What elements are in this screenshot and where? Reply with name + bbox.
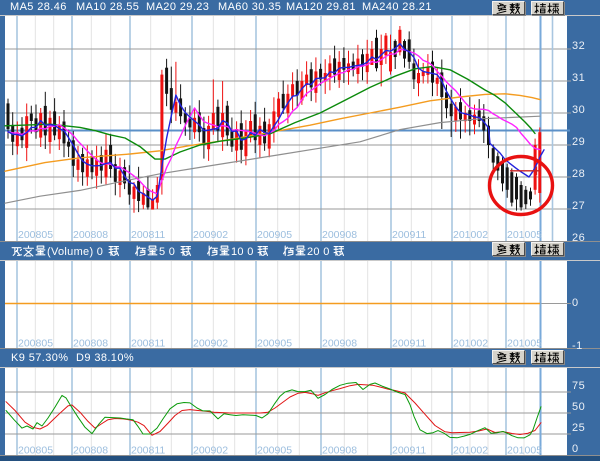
svg-text:200808: 200808 xyxy=(73,445,108,457)
svg-text:20 0: 20 0 xyxy=(307,246,330,258)
svg-text:10 0: 10 0 xyxy=(231,246,254,258)
svg-text:(Volume) 0: (Volume) 0 xyxy=(47,246,103,258)
svg-text:200911: 200911 xyxy=(392,445,426,457)
svg-text:200902: 200902 xyxy=(193,445,228,457)
svg-text:200905: 200905 xyxy=(257,445,292,457)
svg-text:200902: 200902 xyxy=(193,338,228,350)
svg-text:200908: 200908 xyxy=(322,338,357,350)
svg-text:200811: 200811 xyxy=(131,338,165,350)
svg-text:200902: 200902 xyxy=(193,229,228,241)
svg-text:201005: 201005 xyxy=(507,445,542,457)
svg-text:200908: 200908 xyxy=(322,445,357,457)
svg-text:200905: 200905 xyxy=(257,229,292,241)
svg-text:200911: 200911 xyxy=(392,229,426,241)
svg-text:200905: 200905 xyxy=(257,338,292,350)
svg-text:201002: 201002 xyxy=(453,229,488,241)
svg-text:200808: 200808 xyxy=(73,338,108,350)
svg-text:200805: 200805 xyxy=(18,445,53,457)
svg-text:201002: 201002 xyxy=(453,338,488,350)
svg-text:201005: 201005 xyxy=(507,229,542,241)
svg-text:200911: 200911 xyxy=(392,338,426,350)
svg-text:201005: 201005 xyxy=(507,338,542,350)
svg-text:200805: 200805 xyxy=(18,338,53,350)
svg-text:200908: 200908 xyxy=(322,229,357,241)
svg-text:200811: 200811 xyxy=(131,445,165,457)
svg-text:200805: 200805 xyxy=(18,229,53,241)
svg-text:200811: 200811 xyxy=(131,229,165,241)
svg-text:5 0: 5 0 xyxy=(159,246,175,258)
svg-text:200808: 200808 xyxy=(73,229,108,241)
svg-text:201002: 201002 xyxy=(453,445,488,457)
